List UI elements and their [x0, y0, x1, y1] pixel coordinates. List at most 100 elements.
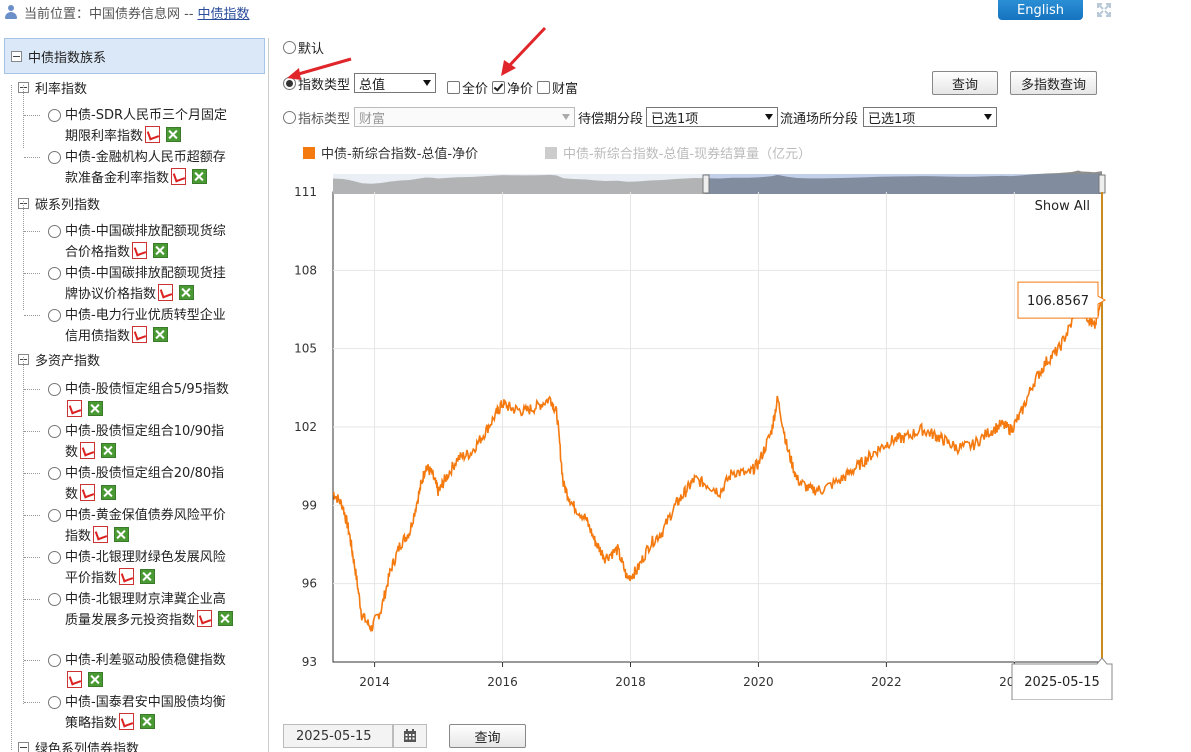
venue-select[interactable]: 已选1项	[863, 107, 997, 127]
excel-icon[interactable]	[101, 485, 117, 500]
pdf-icon[interactable]	[145, 126, 161, 143]
full-price-checkbox[interactable]: 全价	[447, 78, 488, 97]
x-tick-label: 2022	[871, 675, 902, 689]
pdf-icon[interactable]	[67, 671, 82, 688]
excel-icon[interactable]	[88, 401, 103, 416]
excel-icon[interactable]	[140, 714, 156, 729]
sidebar-item[interactable]: 中债-股债恒定组合20/80指数	[48, 463, 237, 505]
maturity-select[interactable]: 已选1项	[646, 107, 778, 127]
fullscreen-icon[interactable]	[1097, 3, 1111, 17]
pdf-icon[interactable]	[119, 713, 135, 730]
default-radio[interactable]: 默认	[283, 38, 324, 57]
sidebar-category[interactable]: 碳系列指数	[18, 194, 100, 213]
sidebar-item-label: 中债-北银理财京津冀企业高质量发展多元投资指数	[65, 592, 226, 628]
sidebar-item[interactable]: 中债-中国碳排放配额现货综合价格指数	[48, 221, 237, 263]
excel-icon[interactable]	[218, 611, 234, 626]
index-radio-button[interactable]	[48, 225, 61, 238]
index-radio-button[interactable]	[48, 309, 61, 322]
full-price-check[interactable]	[447, 81, 460, 94]
index-radio-button[interactable]	[48, 425, 61, 438]
index-radio-button[interactable]	[48, 383, 61, 396]
collapse-icon[interactable]	[11, 50, 22, 62]
pdf-icon[interactable]	[119, 568, 135, 585]
sidebar-item[interactable]: 中债-股债恒定组合10/90指数	[48, 421, 237, 463]
query-button[interactable]: 查询	[932, 71, 998, 95]
sidebar-item[interactable]: 中债-黄金保值债券风险平价指数	[48, 505, 237, 547]
index-radio-button[interactable]	[48, 593, 61, 606]
excel-icon[interactable]	[88, 672, 103, 687]
wealth-check[interactable]	[537, 81, 550, 94]
pdf-icon[interactable]	[171, 168, 187, 185]
pdf-icon[interactable]	[158, 284, 174, 301]
legend-item-net-price[interactable]: 中债-新综合指数-总值-净价	[303, 143, 478, 162]
navigator-selection[interactable]	[705, 174, 1102, 194]
sidebar-item[interactable]: 中债-电力行业优质转型企业信用债指数	[48, 305, 237, 347]
calendar-button[interactable]	[393, 724, 427, 748]
pdf-icon[interactable]	[132, 326, 148, 343]
tree-connector	[24, 115, 40, 116]
index-radio-button[interactable]	[48, 654, 61, 667]
pdf-icon[interactable]	[93, 526, 109, 543]
date-query-button[interactable]: 查询	[449, 724, 526, 748]
index-radio-button[interactable]	[48, 267, 61, 280]
index-type-radio[interactable]: 指数类型	[283, 74, 350, 93]
excel-icon[interactable]	[192, 169, 208, 184]
legend-item-settlement-volume[interactable]: 中债-新综合指数-总值-现券结算量（亿元）	[545, 143, 811, 162]
indicator-type-radio-button[interactable]	[283, 111, 296, 124]
sidebar-item[interactable]: 中债-金融机构人民币超额存款准备金利率指数	[48, 147, 237, 189]
excel-icon[interactable]	[153, 243, 169, 258]
sidebar-item[interactable]: 中债-中国碳排放配额现货挂牌协议价格指数	[48, 263, 237, 305]
breadcrumb-link[interactable]: 中债指数	[197, 6, 250, 22]
index-radio-button[interactable]	[48, 696, 61, 709]
full-price-label: 全价	[462, 82, 489, 97]
sidebar-item-label: 中债-中国碳排放配额现货挂牌协议价格指数	[65, 266, 226, 302]
default-radio-button[interactable]	[283, 41, 296, 54]
index-radio-button[interactable]	[48, 151, 61, 164]
index-radio-button[interactable]	[48, 551, 61, 564]
excel-icon[interactable]	[179, 285, 195, 300]
navigator-handle-right[interactable]	[1098, 174, 1106, 194]
date-tooltip	[1011, 657, 1113, 700]
index-radio-button[interactable]	[48, 109, 61, 122]
excel-icon[interactable]	[140, 569, 156, 584]
english-button[interactable]: English	[998, 0, 1083, 20]
index-type-radio-button[interactable]	[283, 77, 296, 90]
date-input[interactable]: 2025-05-15	[283, 724, 393, 748]
sidebar-category[interactable]: 多资产指数	[18, 350, 100, 369]
index-radio-button[interactable]	[48, 509, 61, 522]
indicator-type-radio[interactable]: 指标类型	[283, 108, 350, 127]
index-type-select[interactable]: 总值	[354, 73, 436, 93]
sidebar-category[interactable]: 利率指数	[18, 78, 87, 97]
excel-icon[interactable]	[114, 527, 130, 542]
multi-index-query-button[interactable]: 多指数查询	[1010, 71, 1097, 95]
legend-label: 中债-新综合指数-总值-现券结算量（亿元）	[563, 147, 812, 162]
sidebar-item[interactable]: 中债-利差驱动股债稳健指数	[48, 650, 237, 692]
collapse-icon[interactable]	[18, 742, 29, 752]
sidebar-category[interactable]: 绿色系列债券指数	[18, 738, 139, 752]
navigator-handle-left[interactable]	[702, 174, 710, 194]
net-price-checkbox[interactable]: 净价	[492, 78, 533, 97]
pdf-icon[interactable]	[67, 400, 82, 417]
wealth-checkbox[interactable]: 财富	[537, 78, 578, 97]
sidebar-header[interactable]: 中债指数族系	[4, 38, 265, 74]
show-all-button[interactable]: Show All	[1035, 199, 1090, 214]
pdf-icon[interactable]	[80, 484, 96, 501]
indicator-type-select[interactable]: 财富	[354, 107, 575, 127]
index-radio-button[interactable]	[48, 467, 61, 480]
excel-icon[interactable]	[153, 327, 169, 342]
sidebar-item[interactable]: 中债-北银理财绿色发展风险平价指数	[48, 547, 237, 589]
sidebar-item[interactable]: 中债-国泰君安中国股债均衡策略指数	[48, 692, 237, 734]
y-tick-label: 102	[294, 420, 317, 434]
y-tick-label: 99	[302, 498, 317, 512]
pdf-icon[interactable]	[80, 442, 96, 459]
sidebar-item[interactable]: 中债-股债恒定组合5/95指数	[48, 379, 237, 421]
excel-icon[interactable]	[166, 127, 182, 142]
pdf-icon[interactable]	[132, 242, 148, 259]
pdf-icon[interactable]	[197, 610, 213, 627]
index-chart[interactable]: 93 96 99 102 105 108 111 2014 2016 2018 2020 2022 20…	[280, 160, 1120, 700]
tree-connector	[23, 357, 24, 704]
net-price-check[interactable]	[492, 81, 505, 94]
sidebar-item[interactable]: 中债-北银理财京津冀企业高质量发展多元投资指数	[48, 589, 237, 631]
sidebar-item[interactable]: 中债-SDR人民币三个月固定期限利率指数	[48, 105, 237, 147]
excel-icon[interactable]	[101, 443, 117, 458]
